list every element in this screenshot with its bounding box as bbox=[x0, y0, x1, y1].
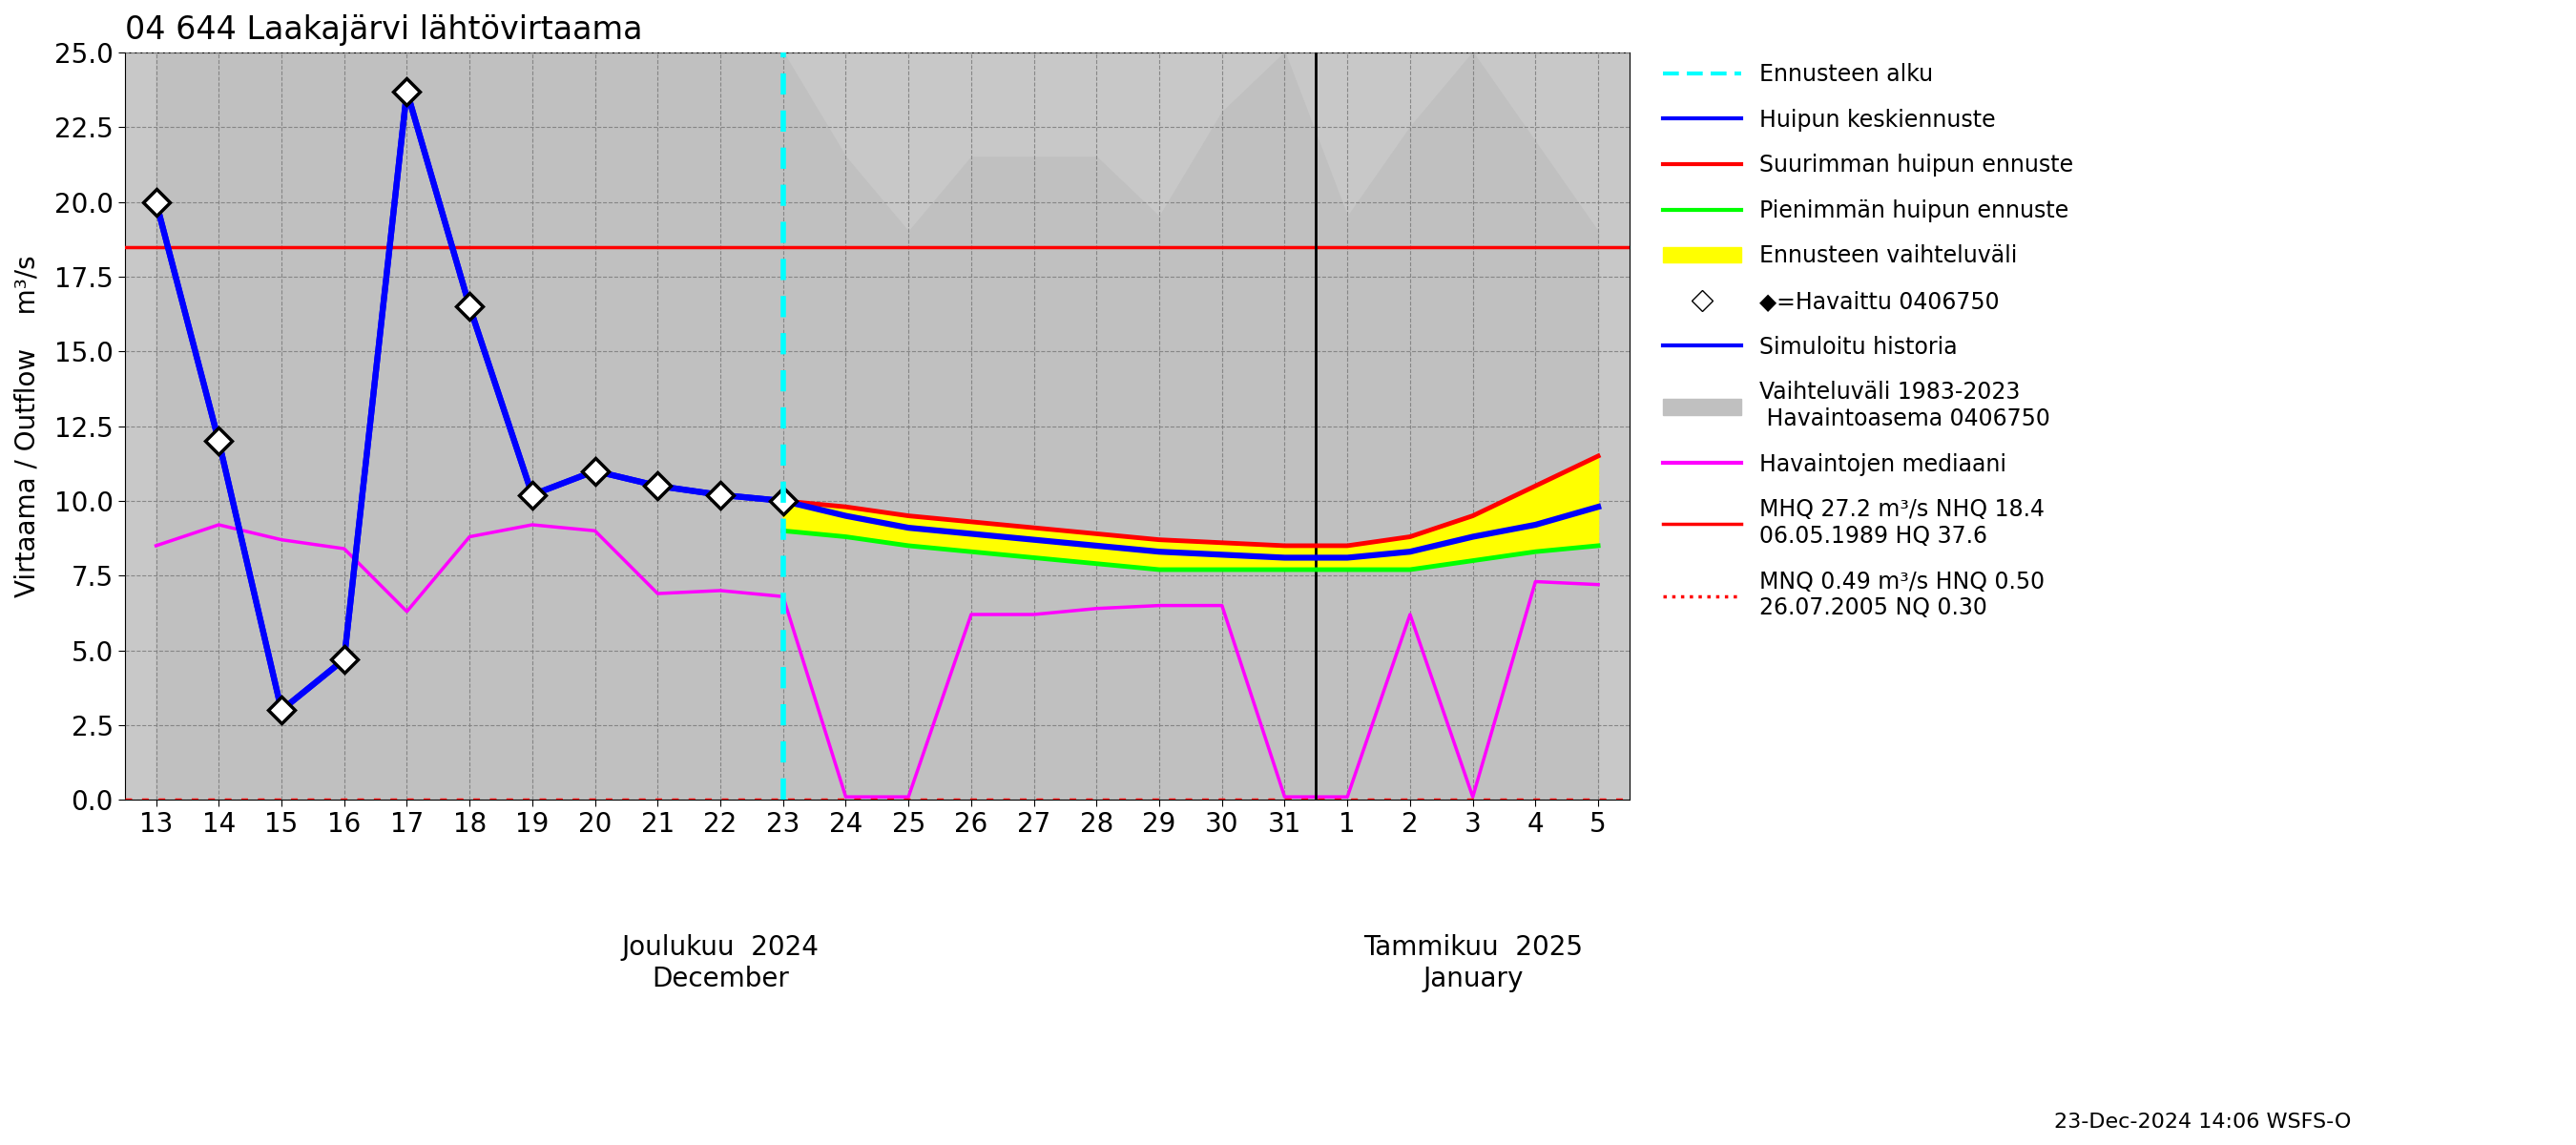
Text: 23-Dec-2024 14:06 WSFS-O: 23-Dec-2024 14:06 WSFS-O bbox=[2053, 1113, 2352, 1131]
Text: Joulukuu  2024
December: Joulukuu 2024 December bbox=[621, 934, 819, 992]
Y-axis label: Virtaama / Outflow    m³/s: Virtaama / Outflow m³/s bbox=[15, 255, 41, 598]
Legend: Ennusteen alku, Huipun keskiennuste, Suurimman huipun ennuste, Pienimmän huipun : Ennusteen alku, Huipun keskiennuste, Suu… bbox=[1656, 56, 2081, 626]
Text: 04 644 Laakajärvi lähtövirtaama: 04 644 Laakajärvi lähtövirtaama bbox=[124, 14, 641, 46]
Text: Tammikuu  2025
January: Tammikuu 2025 January bbox=[1363, 934, 1582, 992]
